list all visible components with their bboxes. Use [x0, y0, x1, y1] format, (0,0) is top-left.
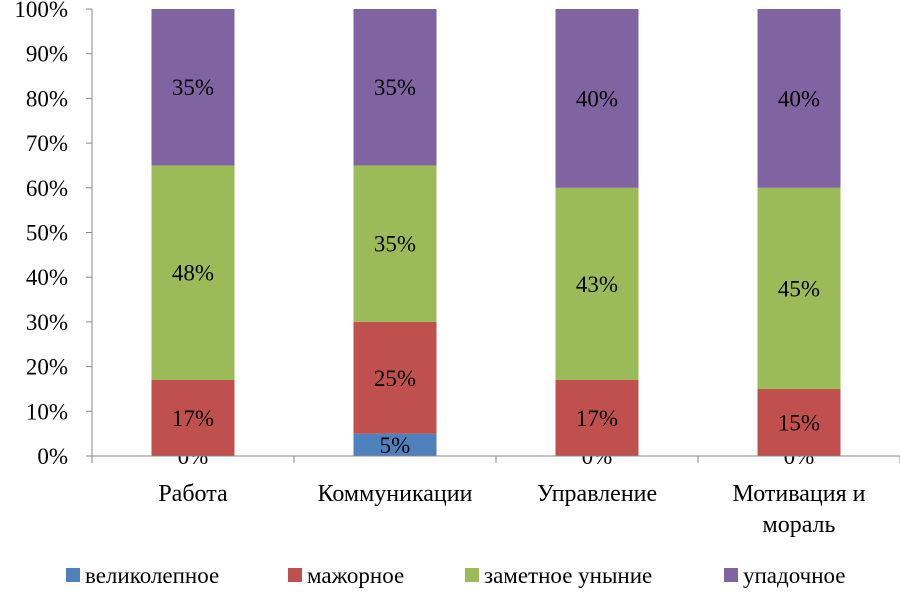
bar-segment	[757, 9, 841, 188]
data-label: 25%	[374, 366, 416, 391]
data-label: 35%	[374, 232, 416, 257]
bar-segment	[353, 321, 437, 434]
bars-area: 0%17%48%35%5%25%35%35%0%17%43%40%0%15%45…	[151, 9, 841, 469]
bar-segment	[757, 187, 841, 389]
data-label: 35%	[172, 75, 214, 100]
legend-swatch	[465, 568, 479, 582]
y-tick-label: 0%	[37, 444, 68, 469]
data-label: 17%	[576, 406, 618, 431]
y-axis: 0% 10% 20% 30% 40% 50% 60% 70% 80% 90% 100%	[14, 0, 93, 469]
y-tick-label: 80%	[26, 86, 68, 111]
y-tick-label: 90%	[26, 42, 68, 67]
data-label: 40%	[778, 86, 820, 111]
legend-swatch	[724, 568, 738, 582]
y-tick-label: 30%	[26, 310, 68, 335]
bar-segment	[555, 380, 639, 456]
y-tick-label: 20%	[26, 355, 68, 380]
bar-segment	[353, 165, 437, 322]
y-tick-label: 70%	[26, 131, 68, 156]
bar-segment	[353, 9, 437, 166]
data-label: 43%	[576, 272, 618, 297]
legend-label: мажорное	[307, 563, 404, 588]
bar-segment	[151, 9, 235, 166]
x-category-label: мораль	[763, 512, 836, 538]
data-label: 17%	[172, 406, 214, 431]
y-tick-label: 10%	[26, 399, 68, 424]
data-label: 40%	[576, 86, 618, 111]
bar-segment	[555, 187, 639, 381]
y-tick-label: 50%	[26, 221, 68, 246]
y-tick-label: 100%	[14, 0, 68, 22]
legend-swatch	[66, 568, 80, 582]
legend: великолепное мажорное заметное уныние упадо…	[66, 563, 846, 588]
x-axis: Работа Коммуникации Управление Мотивация и м…	[91, 455, 900, 538]
data-label: 5%	[380, 433, 411, 458]
bar-segment	[757, 388, 841, 456]
y-tick-label: 40%	[26, 265, 68, 290]
x-category-label: Работа	[158, 481, 228, 507]
data-label: 15%	[778, 410, 820, 435]
bar-segment	[151, 165, 235, 381]
bar-segment	[353, 433, 437, 456]
x-category-label: Коммуникации	[318, 481, 473, 507]
bar-segment	[555, 9, 639, 188]
x-category-label: Мотивация и	[733, 481, 866, 507]
legend-label: упадочное	[743, 563, 846, 588]
bar-segment	[151, 380, 235, 456]
legend-label: заметное уныние	[484, 563, 652, 588]
data-label: 48%	[172, 261, 214, 286]
x-category-label: Управление	[537, 481, 657, 507]
legend-swatch	[288, 568, 302, 582]
legend-label: великолепное	[85, 563, 219, 588]
data-label: 45%	[778, 276, 820, 301]
data-label: 35%	[374, 75, 416, 100]
y-tick-label: 60%	[26, 176, 68, 201]
